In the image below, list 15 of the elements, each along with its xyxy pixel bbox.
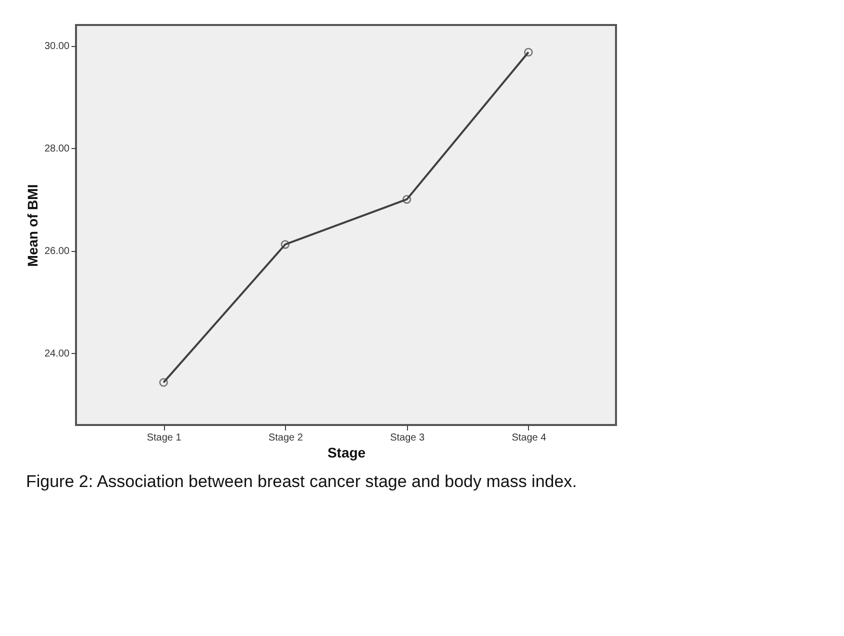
point (280, 240, 290, 249)
caption: Figure 2: Association between breast cancer stage and body mass index. (26, 472, 577, 491)
x-tick-label: Stage 3 (390, 432, 425, 444)
x-tick-label: Stage 2 (268, 432, 304, 444)
point (524, 48, 533, 57)
y-tick-label: 26.00 (44, 246, 70, 258)
point (402, 195, 412, 204)
x-tick-label: Stage 1 (146, 432, 182, 444)
x-axis-title: Stage (327, 444, 366, 460)
x-tick-label: Stage 4 (512, 432, 547, 444)
y-tick-label: 24.00 (44, 348, 70, 360)
y-tick-label: 30.00 (44, 41, 70, 52)
y-axis-title: Mean of BMI (24, 184, 40, 267)
point (159, 378, 168, 387)
y-tick-label: 28.00 (44, 144, 70, 155)
